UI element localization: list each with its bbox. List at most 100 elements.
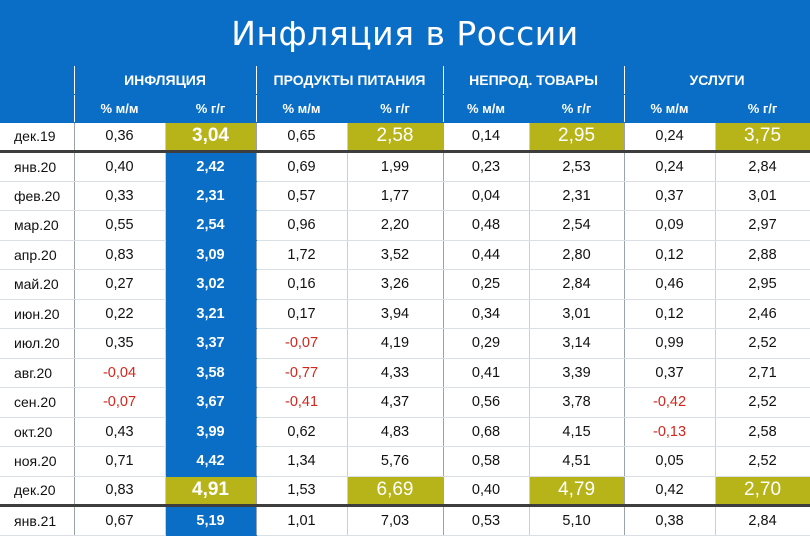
cell-mom-value: 0,22 [74,299,166,329]
cell-yoy-value: 4,15 [529,417,625,447]
cell-mom-value: 0,24 [624,151,716,182]
cell-yoy-value: 3,78 [529,387,625,418]
table-row: дек.19 0,36 3,04 0,65 2,58 0,14 2,95 0,24 3,75 [0,122,810,153]
cell-yoy-value: 2,52 [715,387,810,418]
table-body: дек.19 0,36 3,04 0,65 2,58 0,14 2,95 0,24 3,75 ян… [0,122,810,536]
cell-yoy-value: 2,88 [715,240,810,270]
table-row: янв.21 0,67 5,19 1,01 7,03 0,53 5,10 0,38 2,84 [0,505,810,536]
cell-mom-value: 0,24 [624,122,716,153]
cell-yoy-value: 7,03 [347,505,444,536]
cell-mom-value: 0,12 [624,299,716,329]
page-title: Инфляция в России [231,13,579,53]
cell-mom-value: 0,83 [74,476,166,507]
cell-mom-value: 0,16 [256,269,348,300]
cell-yoy-value: 2,31 [529,181,625,211]
cell-yoy-value: 3,58 [165,358,257,388]
subheader-mm: % м/м [74,94,166,123]
cell-mom-value: 0,96 [256,210,348,241]
cell-yoy-value: 3,21 [165,299,257,329]
row-month-label: дек.19 [0,122,75,153]
cell-yoy-value: 2,52 [715,446,810,477]
cell-yoy-value: 2,95 [715,269,810,300]
cell-mom-value: 0,37 [624,358,716,388]
cell-mom-value: 0,43 [74,417,166,447]
cell-mom-value: 0,99 [624,328,716,359]
cell-mom-value: -0,04 [74,358,166,388]
row-month-label: янв.21 [0,505,75,536]
cell-yoy-value: 2,95 [529,122,625,153]
cell-yoy-value: 2,97 [715,210,810,241]
cell-mom-value: 0,58 [443,446,530,477]
group-header-food: ПРОДУКТЫ ПИТАНИЯ [256,66,444,95]
cell-yoy-value: 3,02 [165,269,257,300]
cell-yoy-value: 3,09 [165,240,257,270]
table-row: янв.20 0,40 2,42 0,69 1,99 0,23 2,53 0,24 2,84 [0,151,810,182]
cell-mom-value: 0,35 [74,328,166,359]
row-month-label: фев.20 [0,181,75,211]
table-row: июн.20 0,22 3,21 0,17 3,94 0,34 3,01 0,12 2,46 [0,299,810,329]
cell-yoy-value: 4,91 [165,476,257,507]
table-row: дек.20 0,83 4,91 1,53 6,69 0,40 4,79 0,42 2,70 [0,476,810,507]
cell-yoy-value: 2,20 [347,210,444,241]
table-row: ноя.20 0,71 4,42 1,34 5,76 0,58 4,51 0,05 2,52 [0,446,810,477]
cell-mom-value: 0,69 [256,151,348,182]
cell-mom-value: -0,77 [256,358,348,388]
cell-yoy-value: 3,26 [347,269,444,300]
cell-yoy-value: 4,51 [529,446,625,477]
subheader-mm: % м/м [624,94,716,123]
cell-mom-value: 0,40 [74,151,166,182]
cell-yoy-value: 1,99 [347,151,444,182]
cell-mom-value: 0,17 [256,299,348,329]
cell-yoy-value: 3,75 [715,122,810,153]
cell-yoy-value: 2,84 [715,505,810,536]
cell-yoy-value: 2,53 [529,151,625,182]
group-header-nonfood: НЕПРОД. ТОВАРЫ [443,66,625,95]
table-row: авг.20 -0,04 3,58 -0,77 4,33 0,41 3,39 0,37 2,71 [0,358,810,388]
cell-mom-value: 1,34 [256,446,348,477]
table-row: мар.20 0,55 2,54 0,96 2,20 0,48 2,54 0,09 2,97 [0,210,810,241]
cell-mom-value: -0,13 [624,417,716,447]
subheader-yy: % г/г [715,94,810,123]
cell-yoy-value: 4,19 [347,328,444,359]
row-month-label: мар.20 [0,210,75,241]
cell-mom-value: 0,05 [624,446,716,477]
cell-yoy-value: 5,76 [347,446,444,477]
cell-yoy-value: 2,58 [347,122,444,153]
cell-mom-value: 0,56 [443,387,530,418]
cell-mom-value: 0,46 [624,269,716,300]
cell-mom-value: 1,72 [256,240,348,270]
cell-yoy-value: 3,01 [715,181,810,211]
cell-yoy-value: 2,80 [529,240,625,270]
cell-mom-value: 0,62 [256,417,348,447]
row-month-label: апр.20 [0,240,75,270]
cell-mom-value: 0,41 [443,358,530,388]
cell-mom-value: 0,27 [74,269,166,300]
cell-mom-value: 0,55 [74,210,166,241]
cell-mom-value: 0,34 [443,299,530,329]
cell-yoy-value: 3,99 [165,417,257,447]
inflation-table: ИНФЛЯЦИЯ ПРОДУКТЫ ПИТАНИЯ НЕПРОД. ТОВАРЫ… [0,66,810,536]
cell-yoy-value: 2,52 [715,328,810,359]
cell-mom-value: 0,04 [443,181,530,211]
cell-mom-value: 0,25 [443,269,530,300]
cell-mom-value: 0,40 [443,476,530,507]
row-month-label: июл.20 [0,328,75,359]
cell-yoy-value: 3,52 [347,240,444,270]
cell-yoy-value: 4,83 [347,417,444,447]
table-row: апр.20 0,83 3,09 1,72 3,52 0,44 2,80 0,12 2,88 [0,240,810,270]
cell-mom-value: -0,41 [256,387,348,418]
row-month-label: июн.20 [0,299,75,329]
cell-mom-value: 0,83 [74,240,166,270]
group-header-inflation: ИНФЛЯЦИЯ [74,66,257,95]
cell-mom-value: -0,07 [74,387,166,418]
cell-yoy-value: 3,37 [165,328,257,359]
cell-yoy-value: 2,54 [529,210,625,241]
cell-yoy-value: 4,37 [347,387,444,418]
cell-mom-value: 0,23 [443,151,530,182]
row-month-label: сен.20 [0,387,75,418]
cell-yoy-value: 3,94 [347,299,444,329]
cell-yoy-value: 2,84 [715,151,810,182]
cell-yoy-value: 5,19 [165,505,257,536]
cell-mom-value: 0,33 [74,181,166,211]
table-row: май.20 0,27 3,02 0,16 3,26 0,25 2,84 0,46 2,95 [0,269,810,300]
